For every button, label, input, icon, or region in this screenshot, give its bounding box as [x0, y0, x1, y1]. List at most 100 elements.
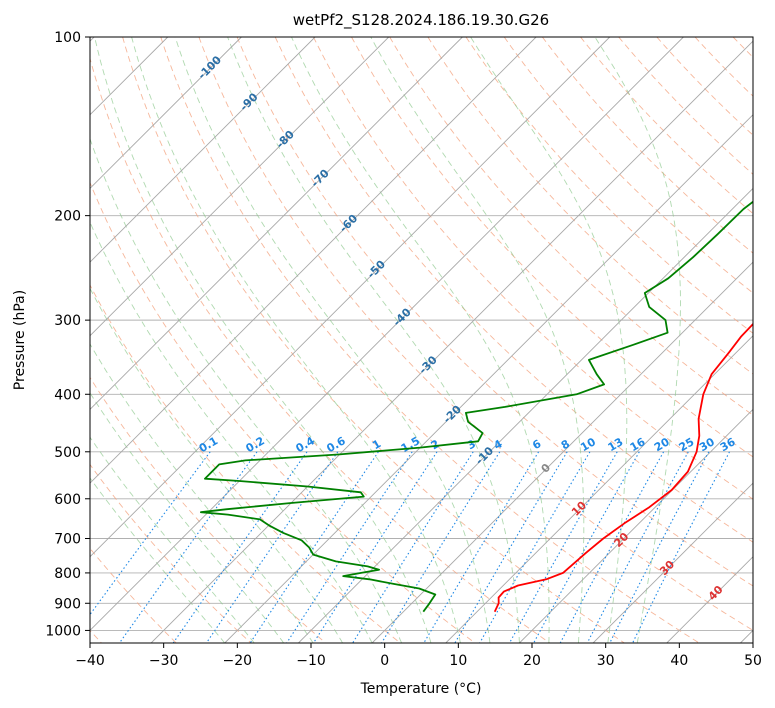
x-tick-label: −40: [75, 653, 105, 669]
y-tick-label: 1000: [45, 623, 81, 639]
x-tick-label: −20: [223, 653, 253, 669]
mixing-ratio-line: [632, 451, 730, 643]
dry-adiabat: [427, 37, 753, 375]
x-tick-label: 30: [597, 653, 615, 669]
mixing-ratio-line: [352, 451, 474, 643]
y-tick-label: 300: [54, 313, 81, 329]
mixing-ratio-label: 36: [718, 435, 738, 454]
mixing-ratio-line: [509, 451, 618, 643]
isotherm-label: 30: [657, 558, 677, 578]
moist-adiabat: [131, 37, 461, 643]
dry-adiabat: [236, 37, 753, 587]
x-tick-label: 0: [380, 653, 389, 669]
x-tick-label: 10: [449, 653, 467, 669]
isotherm-line: [519, 408, 753, 643]
mixing-ratio-line: [454, 451, 568, 643]
dry-adiabat: [90, 376, 326, 643]
isotherm-label: -80: [274, 128, 297, 151]
mixing-ratio-line: [559, 451, 665, 643]
mixing-ratio-line: [586, 451, 689, 643]
mixing-ratio-line: [286, 451, 413, 643]
y-tick-label: 400: [54, 387, 81, 403]
moist-adiabat: [90, 343, 314, 643]
isotherm-line: [90, 37, 316, 263]
isotherm-label: 0: [539, 461, 554, 476]
mixing-ratio-line: [205, 451, 339, 643]
dry-adiabat: [90, 463, 252, 643]
dry-adiabat: [580, 37, 753, 215]
moist-adiabat: [174, 37, 491, 643]
isotherm-label: -20: [441, 403, 464, 426]
isotherm-label: -70: [309, 166, 332, 189]
dry-adiabat: [198, 37, 753, 631]
dry-adiabat: [274, 37, 753, 543]
mixing-ratio-line: [479, 451, 591, 643]
plot-frame: [89, 36, 754, 644]
isotherm-line: [740, 629, 753, 643]
isotherm-line: [592, 482, 753, 643]
y-tick-label: 700: [54, 532, 81, 548]
isotherm-label: 10: [569, 498, 589, 518]
isotherm-line: [90, 37, 463, 411]
y-tick-label: 500: [54, 445, 81, 461]
pressure-gridlines: [90, 37, 753, 631]
y-axis-label: Pressure (hPa): [12, 290, 28, 390]
chart-title: wetPf2_S128.2024.186.19.30.G26: [293, 11, 549, 30]
skewed-isotherms: [90, 37, 753, 643]
isotherm-line: [90, 37, 611, 558]
mixing-ratio-label: 4: [491, 437, 504, 452]
isotherm-line: [445, 335, 753, 643]
moist-adiabat: [90, 392, 285, 643]
dry-adiabat: [503, 37, 753, 294]
mixing-ratio-line: [423, 451, 540, 643]
moist-adiabat: [90, 137, 403, 643]
moist-adiabat: [90, 287, 343, 643]
dry-adiabat: [694, 37, 753, 97]
mixing-ratio-line: [172, 451, 308, 643]
mixing-ratio-lines: [90, 451, 730, 643]
mixing-ratio-label: 6: [530, 437, 543, 452]
x-tick-label: 50: [744, 653, 762, 669]
temperature-profile: [493, 322, 753, 613]
dry-adiabat: [160, 37, 700, 643]
moist-adiabat: [470, 37, 628, 643]
mixing-ratio-line: [381, 451, 501, 643]
isopleth-labels: 0.1 0.2 0.4 0.6 1 1.5 2 3 4 6 8 10 13 16 20 25 30 36-100-…: [195, 53, 738, 603]
y-tick-label: 100: [54, 30, 81, 46]
dry-adiabat: [771, 37, 775, 643]
moist-adiabat: [594, 37, 681, 643]
x-tick-label: −10: [296, 653, 326, 669]
dry-adiabat: [618, 37, 753, 175]
dry-adiabat: [389, 37, 753, 416]
isotherm-label: 20: [611, 530, 631, 550]
isotherm-line: [224, 114, 753, 643]
moist-adiabat: [90, 477, 226, 643]
dry-adiabat: [312, 37, 753, 500]
sounding-profiles: [200, 200, 753, 613]
moist-adiabats: [90, 37, 681, 643]
mixing-ratio-label: 16: [628, 435, 648, 454]
x-tick-label: −30: [149, 653, 179, 669]
dry-adiabats: [90, 37, 775, 643]
mixing-ratio-line: [609, 451, 710, 643]
x-axis-label: Temperature (°C): [360, 681, 482, 697]
plot-area: 0.1 0.2 0.4 0.6 1 1.5 2 3 4 6 8 10 13 16 20 25 30 36-100-…: [90, 37, 775, 643]
isotherm-label: -40: [391, 305, 414, 328]
moist-adiabat: [227, 37, 520, 643]
dry-adiabat: [351, 37, 753, 458]
dewpoint-profile: [200, 200, 753, 613]
isotherm-line: [90, 37, 242, 190]
y-tick-label: 600: [54, 492, 81, 508]
x-axis-ticks: −40 −30 −20 −10 0 10 20 30 40 50: [75, 643, 762, 669]
isotherm-line: [298, 187, 753, 643]
mixing-ratio-line: [313, 451, 438, 643]
y-tick-label: 800: [54, 566, 81, 582]
isotherm-line: [90, 37, 390, 337]
isotherm-label: 40: [706, 583, 726, 603]
isotherm-label: -100: [195, 53, 224, 82]
mixing-ratio-line: [119, 451, 258, 643]
dry-adiabat: [90, 284, 401, 643]
y-tick-label: 200: [54, 209, 81, 225]
moist-adiabat: [90, 436, 255, 643]
